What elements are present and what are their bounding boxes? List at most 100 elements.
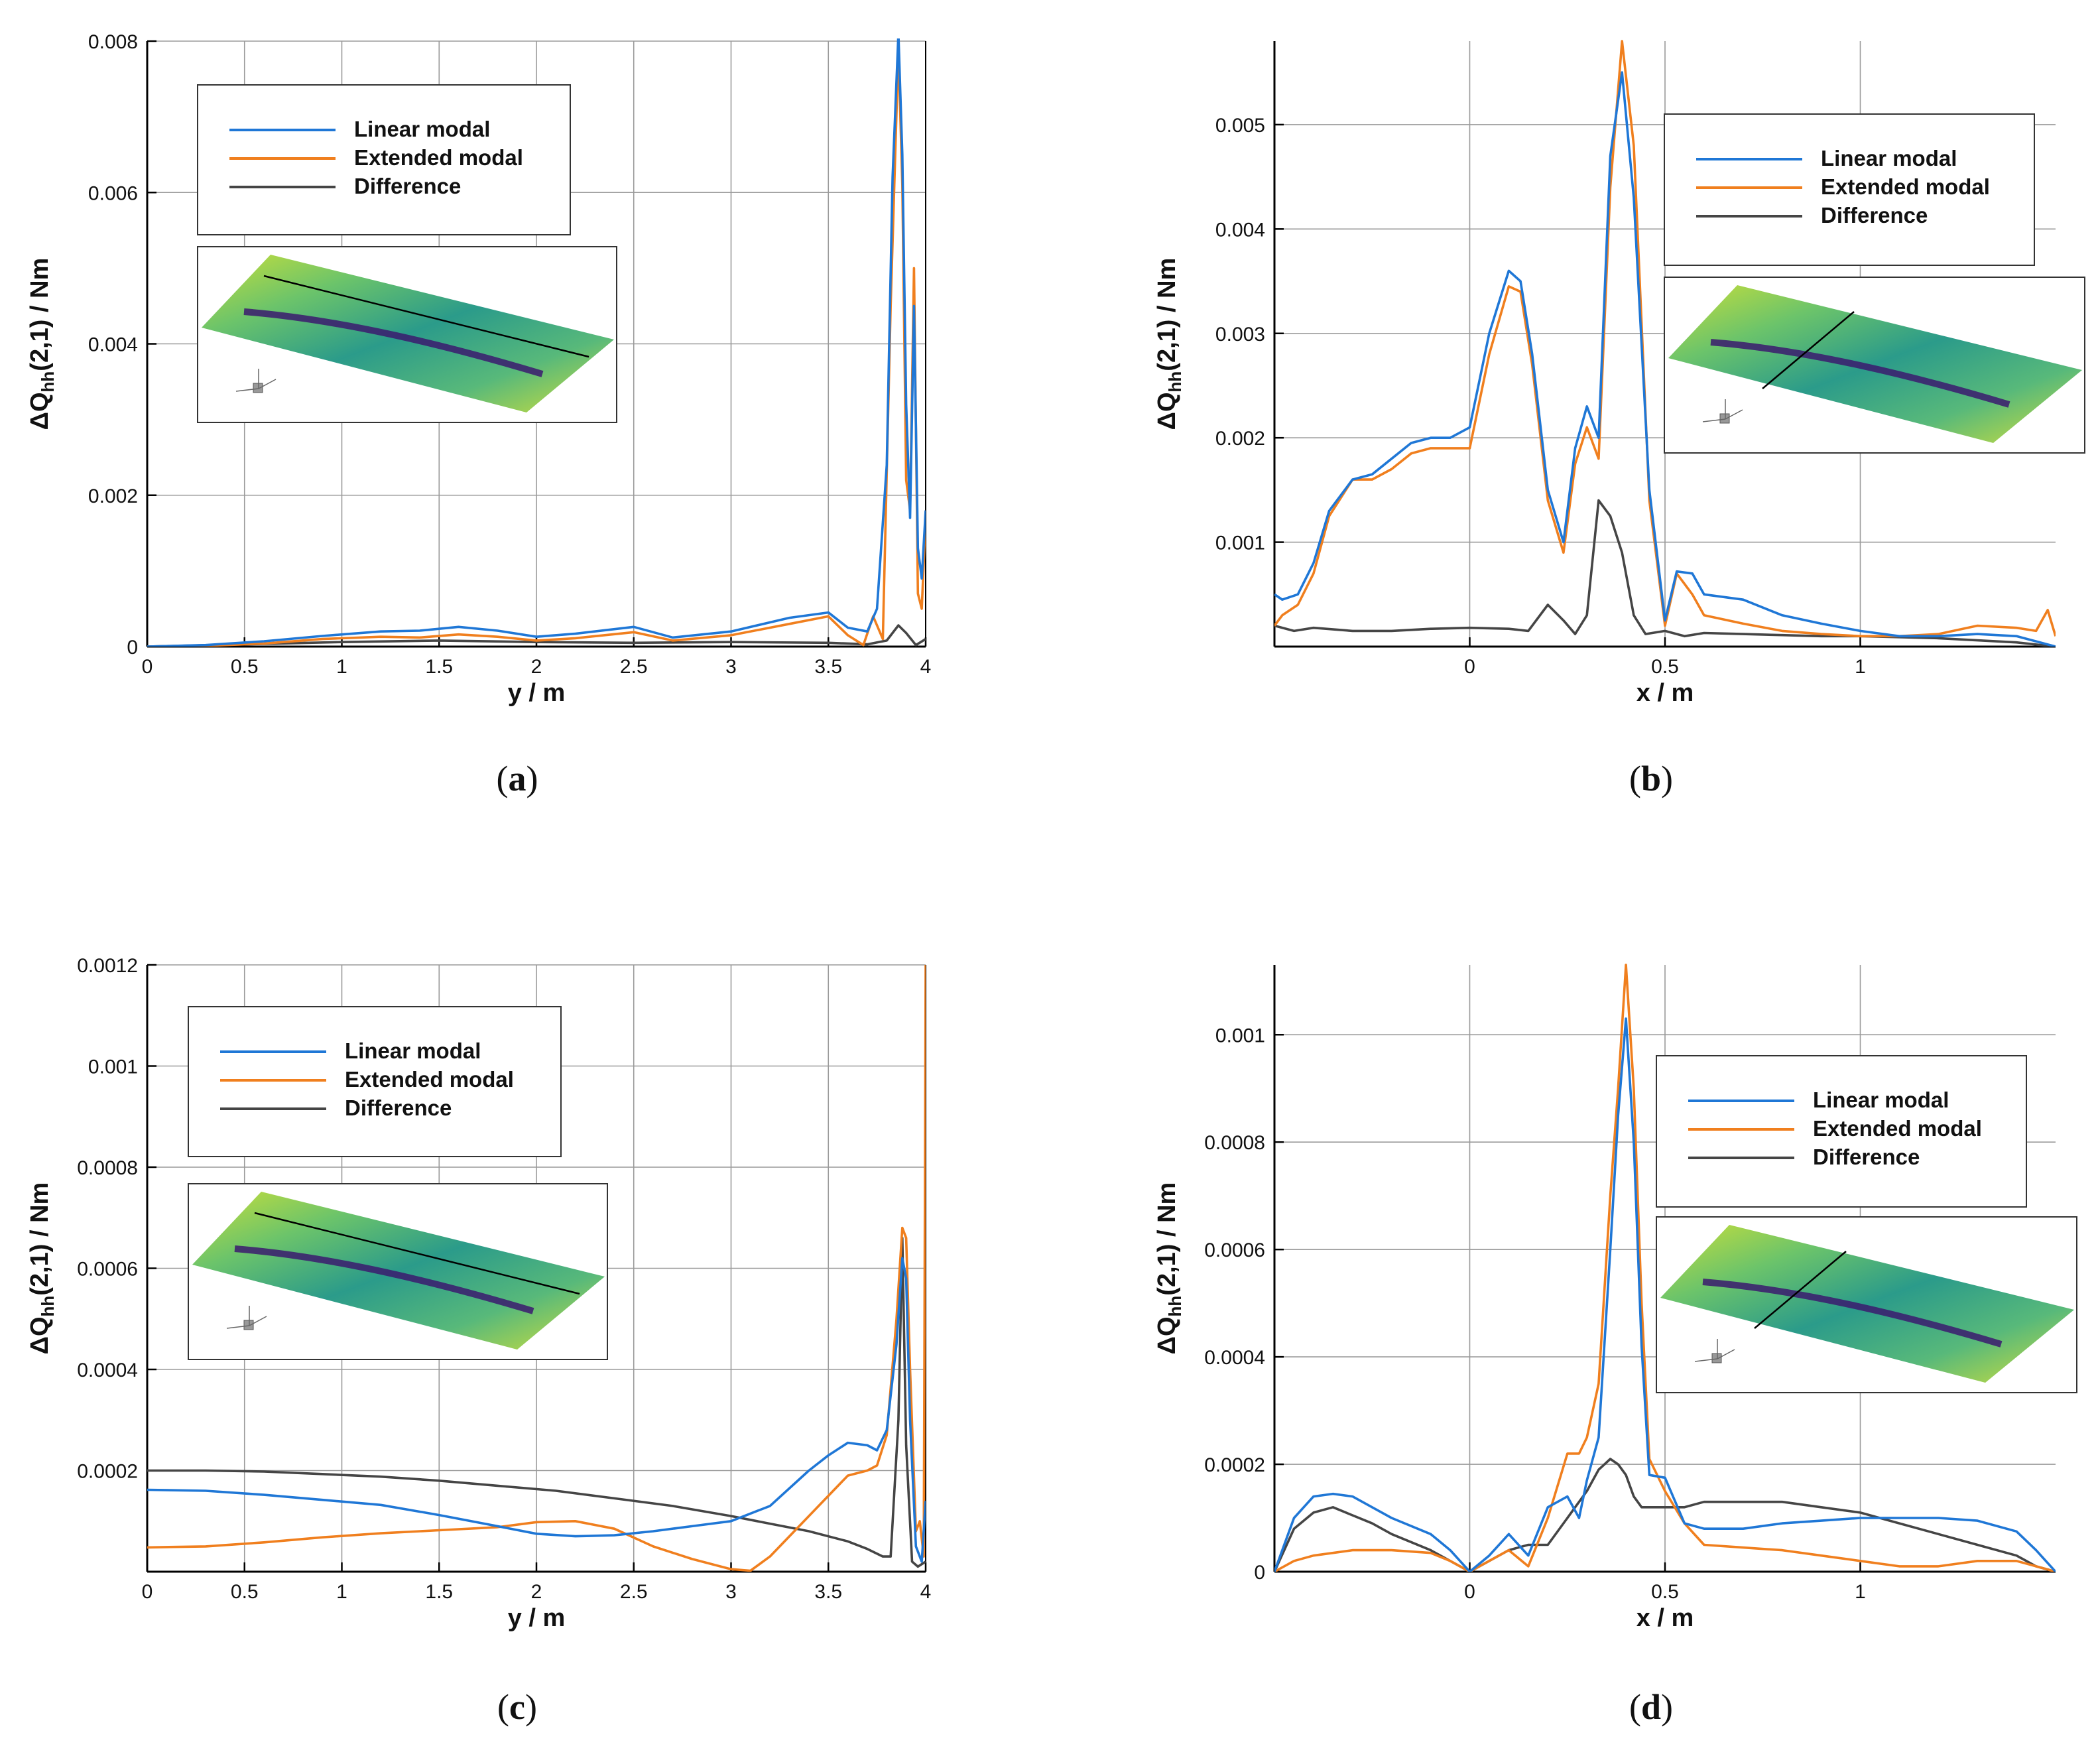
wing-surface [192,1192,605,1350]
axis-triad-icon [1719,413,1730,424]
panel-caption: (b) [1629,759,1673,798]
x-tick-label: 1 [1855,656,1866,678]
x-tick-label: 4 [920,1581,932,1603]
legend-box [1656,1055,2027,1208]
series-line-linear-modal [147,1257,926,1563]
x-axis-label: y / m [508,679,566,707]
legend-label: Extended modal [1813,1116,1982,1141]
y-tick-label: 0.002 [1215,428,1265,450]
y-tick-label: 0.0008 [1204,1132,1265,1154]
y-axis-label: ΔQhh(2,1) / Nm [26,258,58,430]
cut-line [1762,311,1855,389]
series-line-linear-modal [1274,71,2056,647]
axis-triad-x [258,379,277,389]
axis-triad-x [249,1316,267,1326]
y-tick-label: 0.0006 [77,1259,138,1281]
wing-vortex-band [243,308,544,377]
axis-triad-y [226,1325,250,1329]
y-tick-label: 0.003 [1215,324,1265,346]
axis-triad-icon [253,383,263,393]
y-tick-label: 0.0006 [1204,1239,1265,1261]
series-line-difference [147,624,926,647]
y-tick-label: 0.002 [88,485,138,507]
y-tick-label: 0.006 [88,182,138,204]
wing-surface [202,255,614,412]
x-tick-label: 2 [531,656,542,678]
panel-caption: (c) [497,1687,537,1727]
x-tick-label: 1.5 [425,1581,453,1603]
x-tick-label: 0.5 [231,656,259,678]
legend: Linear modal Extended modal Difference [1656,1055,2027,1208]
y-tick-label: 0.001 [88,1056,138,1078]
axis-triad-icon [243,1320,254,1330]
series-line-extended-modal [1274,964,2056,1572]
y-tick-label: 0 [1254,1562,1265,1584]
axis-triad-x [1725,409,1743,420]
x-tick-label: 0 [1464,656,1475,678]
series-line-extended-modal [147,964,926,1572]
x-axis-label: x / m [1636,679,1694,707]
axis-triad-icon [1711,1353,1722,1363]
wing-surface [1660,1225,2074,1383]
legend: Linear modal Extended modal Difference [197,84,571,235]
legend-label: Linear modal [345,1039,481,1063]
legend-label: Linear modal [354,117,490,141]
x-tick-label: 3 [725,1581,737,1603]
axis-triad-y [235,388,259,392]
chart-panel-c: 0 0.5 1 1.5 2 2.5 3 3.5 4 0.0002 0.0004 0.0006 0.000… [26,955,931,1727]
y-tick-label: 0.001 [1215,533,1265,554]
x-tick-label: 1 [336,1581,347,1603]
legend-label: Difference [1821,203,1928,227]
legend-label: Difference [345,1096,452,1120]
x-tick-label: 3 [725,656,737,678]
legend-label: Linear modal [1821,146,1957,170]
wing-vortex-band [1710,339,2010,408]
x-tick-label: 0 [142,656,153,678]
series-line-linear-modal [147,38,926,647]
y-tick-label: 0.008 [88,31,138,53]
series-line-linear-modal [1274,1017,2056,1572]
legend-label: Extended modal [354,145,523,170]
series-line-extended-modal [1274,40,2056,638]
cut-line [1754,1251,1847,1329]
inset-wing-contour [1664,277,2085,454]
wing-vortex-band [234,1245,534,1314]
x-tick-label: 1 [1855,1581,1866,1603]
legend-label: Difference [1813,1145,1920,1169]
wing-surface [1668,285,2082,443]
legend-box [1664,113,2035,266]
x-tick-label: 2.5 [620,1581,648,1603]
legend-label: Difference [354,174,461,198]
chart-panel-a: 0 0.5 1 1.5 2 2.5 3 3.5 4 0 0.002 0.004 0.006 0.008 y … [26,31,931,798]
x-tick-label: 0.5 [1651,656,1679,678]
y-tick-label: 0.0012 [77,955,138,977]
cut-line [263,275,589,358]
x-tick-label: 2.5 [620,656,648,678]
x-tick-label: 4 [920,656,932,678]
legend: Linear modal Extended modal Difference [1664,113,2035,266]
y-tick-label: 0.0002 [1204,1454,1265,1476]
inset-wing-contour [197,246,617,423]
x-axis-label: y / m [508,1604,566,1632]
y-tick-label: 0.0004 [77,1359,138,1381]
x-tick-label: 0.5 [231,1581,259,1603]
x-tick-label: 3.5 [814,656,842,678]
legend-label: Extended modal [345,1067,514,1092]
y-tick-label: 0.004 [88,334,138,356]
inset-wing-contour [188,1183,608,1360]
inset-wing-contour [1656,1216,2077,1393]
y-axis-label: ΔQhh(2,1) / Nm [26,1182,58,1355]
y-tick-label: 0.001 [1215,1025,1265,1046]
x-tick-label: 2 [531,1581,542,1603]
y-tick-label: 0.005 [1215,115,1265,137]
y-axis-label: ΔQhh(2,1) / Nm [1153,1182,1185,1355]
x-axis-label: x / m [1636,1604,1694,1632]
x-tick-label: 1 [336,656,347,678]
y-tick-label: 0.0004 [1204,1347,1265,1369]
axis-triad-x [1717,1349,1735,1359]
y-tick-label: 0 [127,637,138,659]
axis-triad-y [1694,1358,1718,1362]
cut-line [254,1212,580,1295]
x-tick-label: 3.5 [814,1581,842,1603]
